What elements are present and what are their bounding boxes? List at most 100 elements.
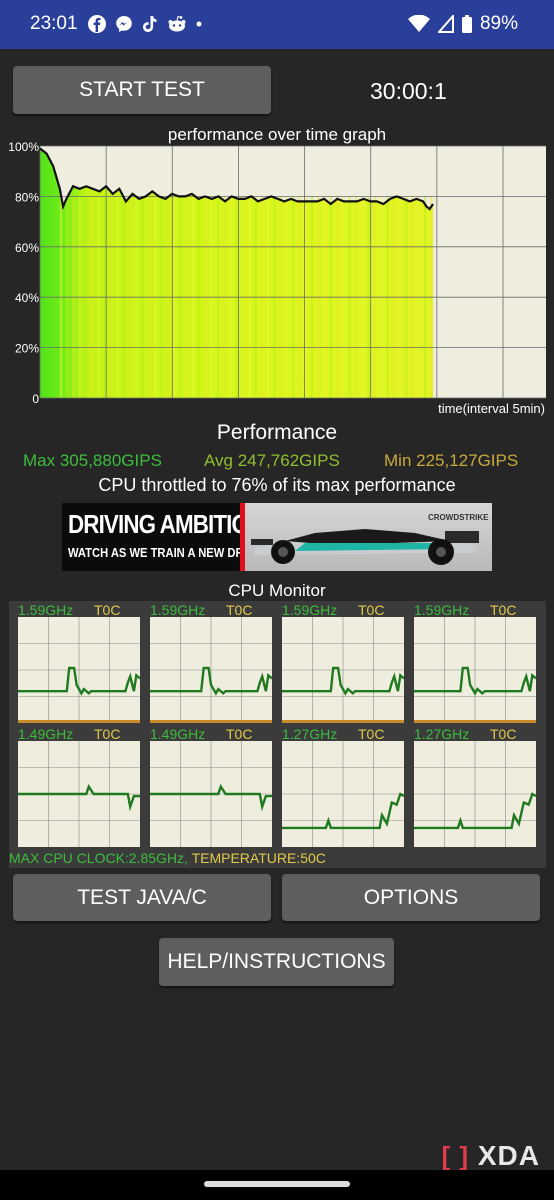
ad-subline: WATCH AS WE TRAIN A NEW DRIVER [68, 545, 270, 560]
test-timer: 30:00:1 [370, 78, 447, 104]
series-line [39, 147, 434, 211]
chart-y-ticks: 100% 80% 60% 40% 20% 0 [8, 140, 39, 406]
status-bar: 23:01 89% [0, 0, 554, 49]
cpu-monitor-footer: MAX CPU CLOCK:2.85GHz, TEMPERATURE:50C [9, 850, 326, 866]
series-area [40, 148, 433, 398]
cpu-core-2: 1.59GHz T0C [150, 602, 272, 726]
y-tick-label: 40% [15, 291, 39, 305]
core-usage-graph [282, 741, 404, 847]
battery-percent: 89% [479, 13, 518, 34]
core-temperature: T0C [358, 726, 385, 742]
core-usage-line [18, 783, 140, 812]
ad-banner[interactable]: DRIVING AMBITION WATCH AS WE TRAIN A NEW… [62, 503, 492, 571]
facebook-icon [88, 15, 106, 33]
xda-logo-text: XDA [477, 1140, 540, 1171]
cpu-core-3: 1.59GHz T0C [282, 602, 404, 726]
cpu-core-6: 1.49GHz T0C [150, 726, 272, 850]
core-temp-bar [150, 720, 272, 723]
core-usage-graph [414, 741, 536, 847]
xda-logo-icon: [ ] [441, 1141, 470, 1171]
test-java-c-label: TEST JAVA/C [77, 885, 207, 909]
notification-icons [88, 12, 202, 36]
signal-icon [437, 15, 454, 33]
ad-headline: DRIVING AMBITION [68, 509, 264, 539]
core-usage-line [150, 783, 272, 812]
y-tick-label: 0 [32, 392, 39, 406]
messenger-icon [116, 16, 132, 32]
cpu-temperature: TEMPERATURE:50C [191, 850, 326, 866]
core-temp-bar [282, 720, 404, 723]
core-usage-line [414, 666, 536, 696]
wifi-icon [407, 15, 430, 32]
status-time: 23:01 [30, 13, 78, 34]
ad-sponsor: CROWDSTRIKE [428, 513, 489, 522]
core-temp-bar [18, 720, 140, 723]
y-tick-label: 80% [15, 190, 39, 204]
y-tick-label: 60% [15, 241, 39, 255]
core-usage-graph [18, 617, 140, 723]
core-frequency: 1.49GHz [150, 726, 206, 742]
core-frequency: 1.59GHz [414, 602, 470, 618]
core-usage-graph [282, 617, 404, 723]
test-java-c-button[interactable]: TEST JAVA/C [13, 874, 271, 921]
system-icons: 89% [407, 12, 518, 36]
start-test-label: START TEST [79, 78, 205, 101]
core-usage-line [282, 666, 404, 696]
battery-icon [461, 15, 472, 33]
core-usage-graph [18, 741, 140, 847]
core-temperature: T0C [226, 726, 253, 742]
cpu-monitor-title: CPU Monitor [228, 581, 326, 600]
core-frequency: 1.59GHz [150, 602, 206, 618]
core-temperature: T0C [490, 602, 517, 618]
cpu-core-4: 1.59GHz T0C [414, 602, 536, 726]
options-label: OPTIONS [363, 885, 459, 909]
core-usage-graph [414, 617, 536, 723]
start-test-button[interactable]: START TEST [13, 66, 271, 114]
performance-chart: 100% 80% 60% 40% 20% 0 time(interval 5min) [8, 140, 546, 416]
core-frequency: 1.49GHz [18, 726, 74, 742]
help-instructions-button[interactable]: HELP/INSTRUCTIONS [159, 938, 394, 986]
core-temp-bar [414, 720, 536, 723]
core-frequency: 1.27GHz [414, 726, 470, 742]
ad-image: CROWDSTRIKE [245, 503, 492, 571]
core-frequency: 1.59GHz [282, 602, 338, 618]
performance-title: Performance [216, 421, 338, 444]
xda-watermark: [ ] XDA [442, 1140, 540, 1172]
max-cpu-clock: MAX CPU CLOCK:2.85GHz, [9, 850, 188, 866]
core-usage-line [150, 666, 272, 696]
x-axis-label: time(interval 5min) [438, 401, 545, 416]
avg-gips: Avg 247,762GIPS [204, 451, 340, 470]
core-temperature: T0C [490, 726, 517, 742]
core-usage-graph [150, 741, 272, 847]
core-frequency: 1.27GHz [282, 726, 338, 742]
race-car-image [251, 529, 479, 565]
core-usage-graph [150, 617, 272, 723]
core-frequency: 1.59GHz [18, 602, 74, 618]
max-gips: Max 305,880GIPS [23, 451, 162, 470]
cpu-core-7: 1.27GHz T0C [282, 726, 404, 850]
help-instructions-label: HELP/INSTRUCTIONS [167, 950, 386, 973]
core-usage-line [18, 666, 140, 696]
core-temperature: T0C [94, 602, 121, 618]
min-gips: Min 225,127GIPS [384, 451, 519, 470]
graph-title: performance over time graph [167, 125, 387, 144]
cpu-core-1: 1.59GHz T0C [18, 602, 140, 726]
ad-divider [240, 503, 245, 571]
y-tick-label: 20% [15, 342, 39, 356]
cpu-core-5: 1.49GHz T0C [18, 726, 140, 850]
tiktok-icon [143, 16, 157, 32]
cpu-core-8: 1.27GHz T0C [414, 726, 536, 850]
core-usage-line [414, 792, 536, 830]
reddit-icon [168, 15, 186, 32]
navigation-bar [0, 1170, 554, 1200]
home-gesture-handle[interactable] [204, 1181, 350, 1187]
y-tick-label: 100% [8, 140, 39, 154]
core-temperature: T0C [94, 726, 121, 742]
throttle-text: CPU throttled to 76% of its max performa… [98, 475, 456, 495]
options-button[interactable]: OPTIONS [282, 874, 540, 921]
dot-icon [196, 21, 202, 27]
performance-stats: Max 305,880GIPS Avg 247,762GIPS Min 225,… [0, 451, 554, 473]
core-temperature: T0C [226, 602, 253, 618]
core-temperature: T0C [358, 602, 385, 618]
ad-text-panel: DRIVING AMBITION WATCH AS WE TRAIN A NEW… [62, 503, 270, 571]
